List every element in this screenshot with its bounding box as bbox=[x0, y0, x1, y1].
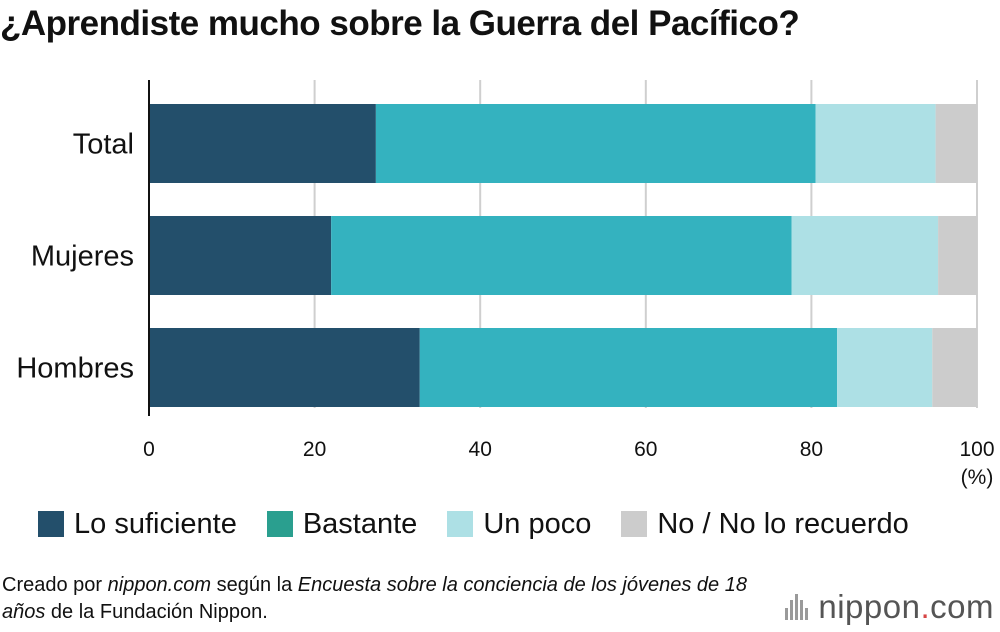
source-text: de la Fundación Nippon. bbox=[45, 601, 268, 623]
legend-item-lo-suficiente: Lo suficiente bbox=[38, 508, 237, 541]
x-axis-unit: (%) bbox=[961, 466, 994, 489]
source-text: Creado por bbox=[2, 574, 108, 596]
logo-bars-icon bbox=[785, 594, 810, 620]
category-label: Hombres bbox=[16, 353, 134, 385]
bar-mujeres-un-poco bbox=[791, 216, 939, 295]
x-tick-label: 60 bbox=[634, 438, 657, 461]
legend-label: Lo suficiente bbox=[74, 507, 237, 540]
bar-mujeres-bastante bbox=[331, 216, 792, 295]
legend-label: Bastante bbox=[302, 507, 418, 540]
legend-item-bastante: Bastante bbox=[266, 507, 418, 541]
bar-mujeres-no-no-lo-recuerdo bbox=[938, 216, 977, 295]
bar-hombres-no-no-lo-recuerdo bbox=[932, 328, 977, 407]
survey-name: Encuesta sobre la conciencia de los jóve… bbox=[2, 574, 747, 623]
legend-label: Un poco bbox=[483, 507, 592, 540]
x-tick-label: 100 bbox=[959, 438, 994, 461]
source-text: según la bbox=[211, 574, 298, 596]
legend-swatch bbox=[621, 511, 648, 537]
source-note: Creado por nippon.com según la Encuesta … bbox=[2, 572, 762, 626]
legend-swatch bbox=[447, 511, 474, 537]
legend-label: No / No lo recuerdo bbox=[657, 507, 909, 540]
axis-labels: Total Mujeres Hombres 0 20 40 60 80 100 (%) bbox=[16, 129, 994, 490]
legend: Lo suficiente Bastante Un poco No / No l… bbox=[38, 504, 939, 544]
x-tick-label: 80 bbox=[800, 438, 823, 461]
x-tick-label: 0 bbox=[143, 438, 155, 461]
x-tick-label: 20 bbox=[303, 438, 326, 461]
legend-swatch bbox=[38, 511, 64, 537]
chart-title: ¿Aprendiste mucho sobre la Guerra del Pa… bbox=[0, 4, 800, 43]
category-label: Total bbox=[73, 129, 134, 161]
bar-total-no-no-lo-recuerdo bbox=[935, 104, 977, 183]
category-label: Mujeres bbox=[31, 241, 134, 273]
bar-hombres-lo-suficiente bbox=[149, 328, 420, 407]
x-tick-label: 40 bbox=[469, 438, 492, 461]
legend-item-no-recuerdo: No / No lo recuerdo bbox=[621, 507, 909, 541]
bar-total-lo-suficiente bbox=[149, 104, 376, 183]
logo-text: nippon.com bbox=[818, 588, 994, 625]
source-site: nippon.com bbox=[107, 574, 212, 596]
legend-item-un-poco: Un poco bbox=[447, 508, 591, 541]
bar-total-bastante bbox=[375, 104, 816, 183]
bar-mujeres-lo-suficiente bbox=[149, 216, 332, 295]
bars bbox=[149, 104, 977, 407]
nippon-logo: nippon.com bbox=[785, 588, 994, 626]
bar-chart: Total Mujeres Hombres 0 20 40 60 80 100 (%) bbox=[16, 80, 995, 490]
bar-total-un-poco bbox=[815, 104, 936, 183]
bar-hombres-bastante bbox=[419, 328, 838, 407]
bar-hombres-un-poco bbox=[837, 328, 933, 407]
legend-swatch bbox=[266, 511, 293, 537]
